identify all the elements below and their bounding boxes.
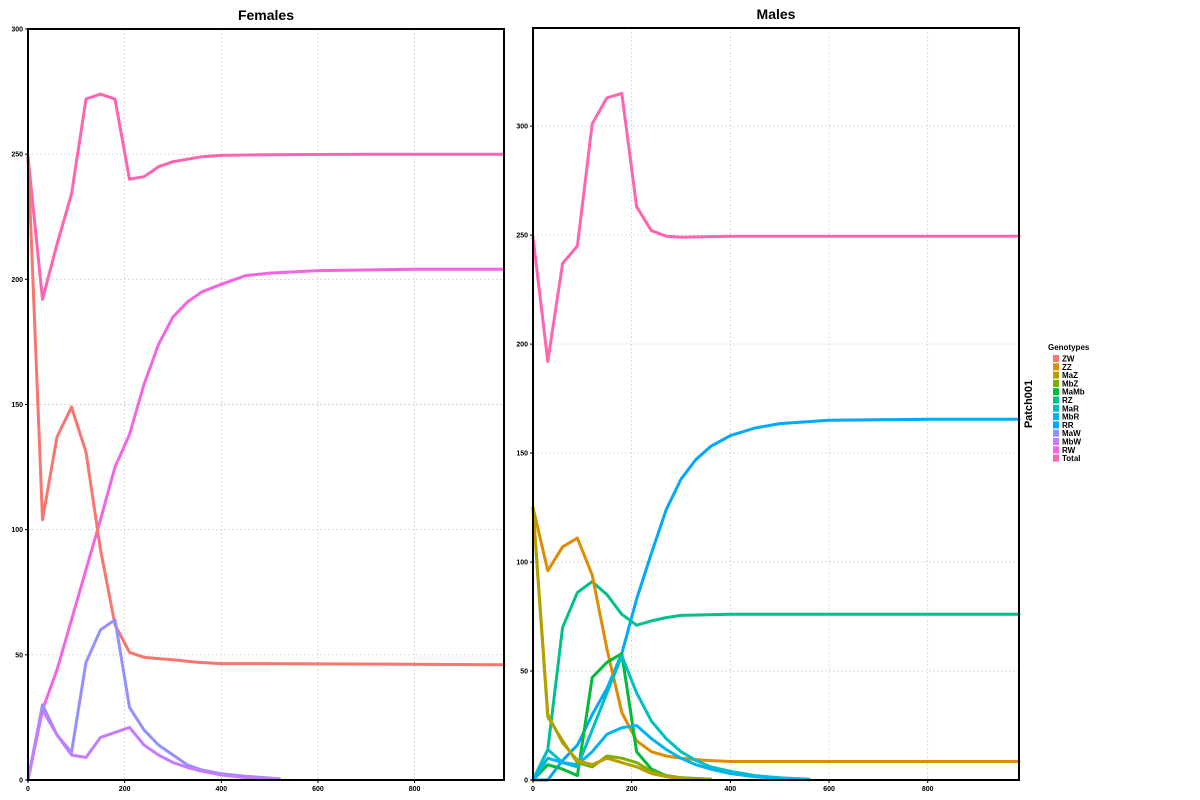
legend-swatch-zw [1053,355,1059,362]
legend-label-mamb: MaMb [1062,388,1085,397]
y-tick-label: 200 [11,277,23,284]
panel-females: Females 0 200 400 600 800 0 50 100 150 200 250 300 [11,7,506,793]
x-tick-label: 800 [922,786,934,793]
series-line-rw [26,267,506,782]
legend-label-mar: MaR [1062,404,1079,413]
series-line-total [531,91,1021,363]
legend-swatch-mbr [1053,413,1059,421]
legend-swatch-maz [1053,371,1059,379]
series-line-mbr [531,724,811,782]
legend-swatch-mbw [1053,438,1059,445]
series-line-rr [531,417,1021,782]
x-tick-label: 600 [312,786,324,793]
legend-swatch-rz [1053,396,1059,404]
x-tick-label: 0 [26,786,30,793]
legend-label-rz: RZ [1062,396,1073,405]
legend-label-mbr: MbR [1062,413,1080,422]
panel-title: Females [238,7,294,23]
y-tick-label: 0 [524,778,528,785]
legend-label-zw: ZW [1062,355,1075,364]
panel-title: Males [757,6,796,22]
x-tick-label: 400 [215,786,227,793]
x-tick-label: 0 [531,786,535,793]
y-tick-label: 300 [11,27,23,34]
series-line-mbw [26,708,281,782]
y-tick-label: 100 [11,527,23,534]
x-tick-label: 800 [409,786,421,793]
legend-swatch-maw [1053,429,1059,437]
y-tick-label: 150 [516,451,528,458]
x-tick-label: 200 [119,786,131,793]
series-line-maz [531,506,713,782]
y-tick-label: 150 [11,402,23,409]
y-tick-label: 50 [520,669,528,676]
y-tick-label: 200 [516,342,528,349]
legend-swatch-rr [1053,421,1059,429]
x-tick-label: 200 [626,786,638,793]
legend-swatch-mar [1053,404,1059,412]
legend-swatch-mbz [1053,379,1059,387]
legend-swatch-total [1053,454,1059,462]
panel-frame [532,27,1020,781]
y-tick-label: 0 [19,778,23,785]
y-tick-label: 50 [15,652,23,659]
series-line-zz [531,506,1021,763]
legend-label-maw: MaW [1062,429,1081,438]
legend-label-mbz: MbZ [1062,379,1079,388]
legend-label-mbw: MbW [1062,438,1082,447]
legend-swatch-mamb [1053,388,1059,396]
series-line-total [26,92,506,301]
legend-label-total: Total [1062,454,1081,463]
x-tick-label: 400 [725,786,737,793]
legend-swatch-rw [1053,446,1059,454]
legend-label-rr: RR [1062,421,1074,430]
legend: Genotypes ZWZZMaZMbZMaMbRZMaRMbRRRMaWMbWR… [1048,343,1090,463]
panel-males: Males 0 200 400 600 800 0 50 100 150 200 250 300 [516,6,1021,793]
y-tick-label: 250 [11,152,23,159]
legend-label-rw: RW [1062,446,1076,455]
legend-title: Genotypes [1048,343,1090,352]
y-tick-label: 300 [516,124,528,131]
legend-label-maz: MaZ [1062,371,1078,380]
series-line-rz [531,580,1021,782]
strip-label: Patch001 [1023,380,1035,428]
legend-label-zz: ZZ [1062,363,1072,372]
y-tick-label: 250 [516,233,528,240]
legend-swatch-zz [1053,363,1059,371]
series-line-zw [26,155,506,667]
y-tick-label: 100 [516,560,528,567]
x-tick-label: 600 [823,786,835,793]
